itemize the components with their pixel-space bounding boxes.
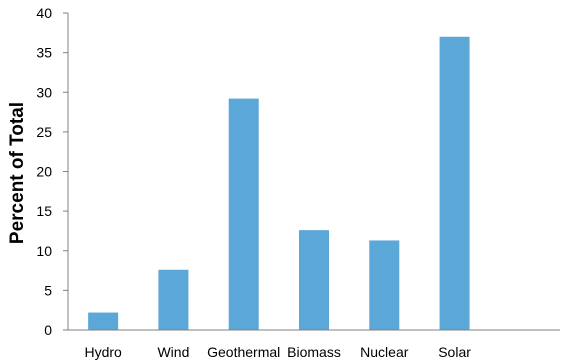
bar-geothermal xyxy=(228,98,259,330)
y-tick-label: 35 xyxy=(36,45,52,61)
bars xyxy=(88,36,470,331)
bar-wind xyxy=(158,269,189,330)
x-axis: Hydro Wind Geothermal Biomass Nuclear Solar xyxy=(68,329,560,360)
x-tick-label: Biomass xyxy=(287,344,341,360)
y-tick-label: 10 xyxy=(36,243,52,259)
x-tick-label: Hydro xyxy=(84,344,122,360)
x-tick-label: Wind xyxy=(157,344,189,360)
y-tick-label: 0 xyxy=(44,322,52,338)
bar-biomass xyxy=(299,230,329,330)
y-tick-label: 30 xyxy=(36,84,52,100)
y-tick-label: 15 xyxy=(36,203,52,219)
x-tick-label: Nuclear xyxy=(360,344,409,360)
y-tick-label: 5 xyxy=(44,282,52,298)
y-tick-label: 20 xyxy=(36,164,52,180)
bar-nuclear xyxy=(369,240,400,330)
x-tick-label: Solar xyxy=(438,344,471,360)
y-tick-label: 40 xyxy=(36,5,52,21)
y-axis-title: Percent of Total xyxy=(7,102,28,244)
bar-solar xyxy=(439,36,470,331)
y-tick-label: 25 xyxy=(36,124,52,140)
x-tick-label: Geothermal xyxy=(207,344,280,360)
bar-hydro xyxy=(88,312,119,330)
y-axis: 0 5 10 15 20 25 30 35 40 xyxy=(36,5,69,338)
